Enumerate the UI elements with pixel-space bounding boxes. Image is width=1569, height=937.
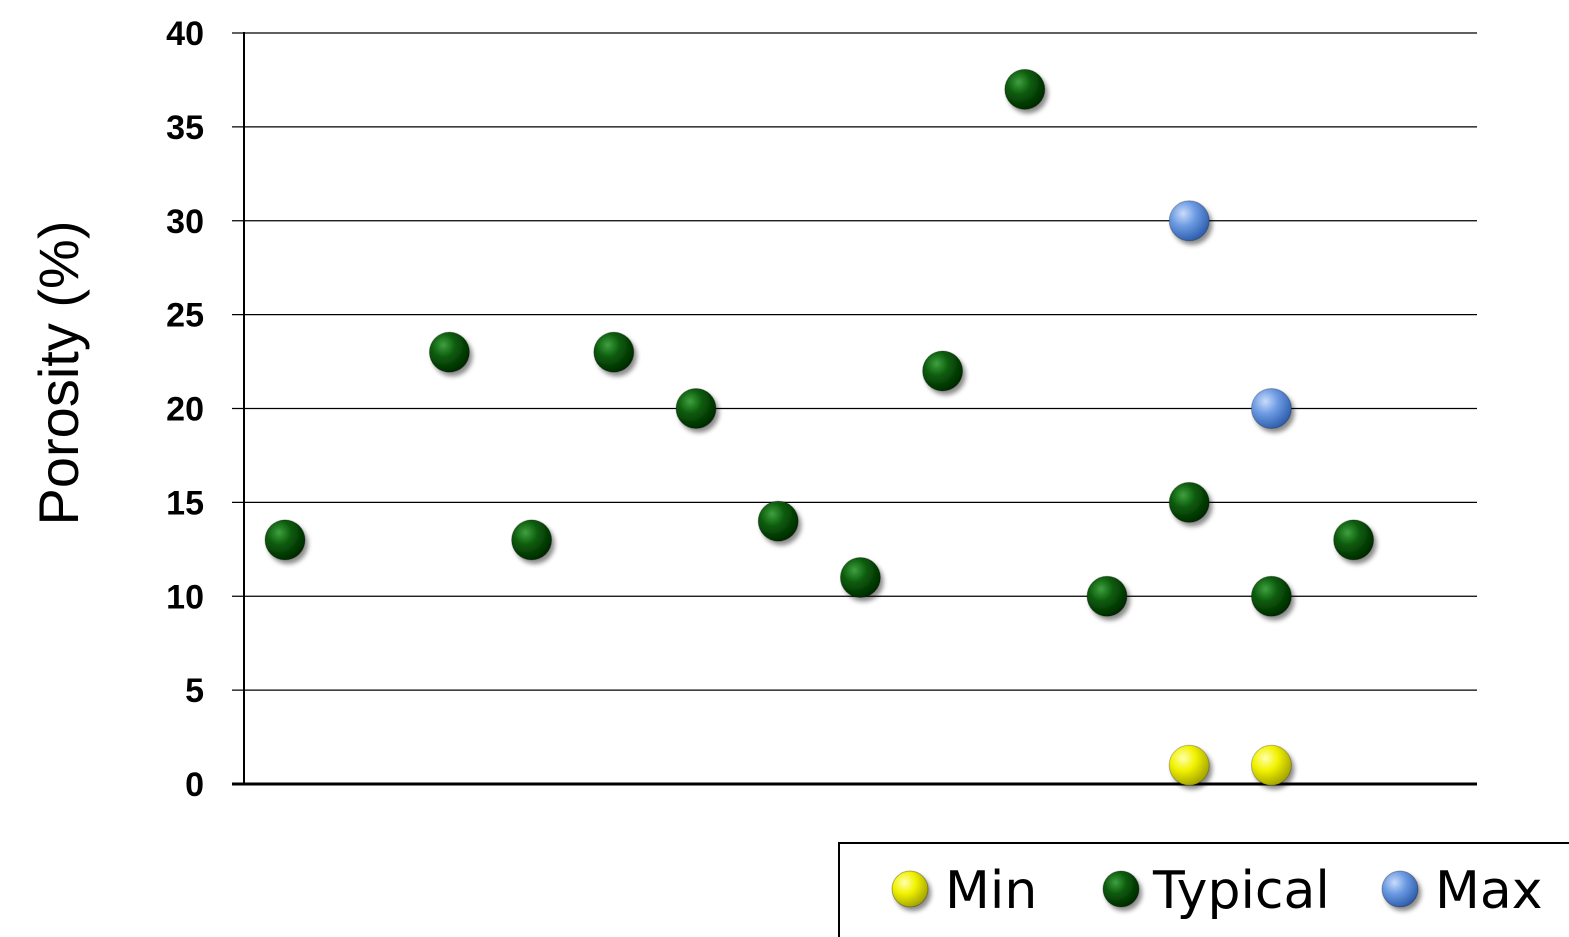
data-point-typical <box>675 388 717 429</box>
y-tick-label: 10 <box>166 578 204 616</box>
y-tick-label: 0 <box>185 766 204 804</box>
data-point-typical <box>264 519 306 561</box>
data-point-typical <box>511 519 553 561</box>
legend-label-min: Min <box>945 861 1037 921</box>
y-tick-label: 40 <box>166 15 204 53</box>
legend: Min Typical Max <box>838 842 1569 937</box>
y-tick-label: 35 <box>166 109 204 147</box>
legend-box <box>838 842 1569 937</box>
data-point-max <box>1250 388 1292 429</box>
y-tick-label: 20 <box>166 391 204 429</box>
data-point-typical <box>839 556 881 598</box>
data-point-min <box>1168 744 1210 786</box>
y-tick-label: 15 <box>166 484 204 522</box>
y-tick-label: 5 <box>185 672 204 710</box>
legend-label-max: Max <box>1435 861 1543 921</box>
y-axis-title: Porosity (%) <box>27 221 90 526</box>
data-point-min <box>1250 744 1292 786</box>
gridlines <box>232 32 1477 691</box>
data-point-typical <box>1333 519 1375 561</box>
data-point-typical <box>757 500 799 542</box>
data-point-typical <box>1250 575 1292 617</box>
data-point-typical <box>1004 68 1046 110</box>
data-point-typical <box>1168 481 1210 523</box>
data-point-typical <box>1086 575 1128 617</box>
data-point-typical <box>593 331 635 373</box>
legend-marker-typical <box>1102 870 1140 908</box>
data-point-typical <box>922 350 964 392</box>
legend-marker-max <box>1381 870 1419 908</box>
y-tick-label: 25 <box>166 297 204 335</box>
legend-marker-min <box>891 870 929 908</box>
data-points <box>264 68 1375 786</box>
y-tick-labels: 0 5 10 15 20 25 30 35 40 <box>166 15 204 804</box>
y-tick-label: 30 <box>166 203 204 241</box>
legend-label-typical: Typical <box>1152 861 1330 921</box>
data-point-typical <box>428 331 470 373</box>
data-point-max <box>1168 200 1210 242</box>
